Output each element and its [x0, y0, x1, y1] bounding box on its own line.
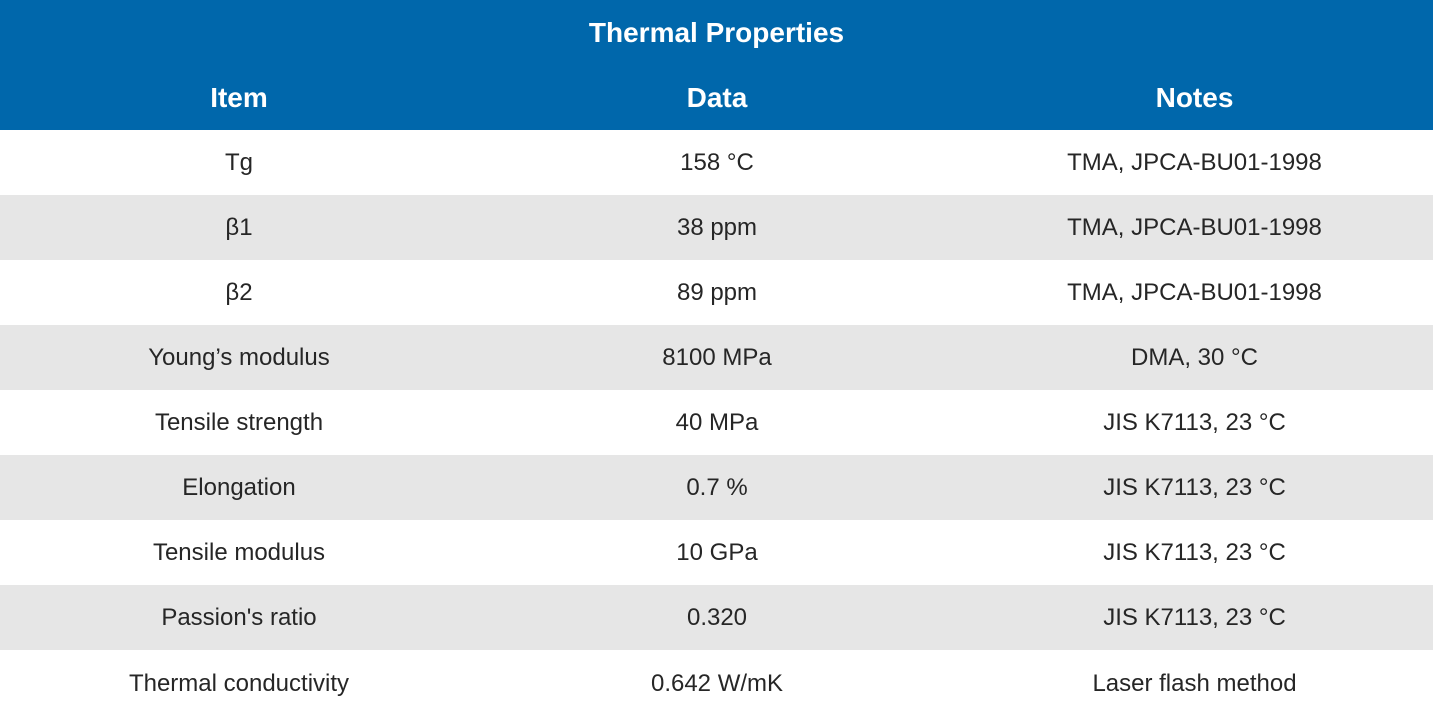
table-title: Thermal Properties	[588, 17, 845, 48]
notes-cell: Laser flash method	[1092, 670, 1297, 697]
notes-cell: TMA, JPCA-BU01-1998	[1067, 279, 1322, 306]
data-cell: 89 ppm	[676, 279, 758, 306]
data-cell: 0.7 %	[686, 474, 748, 501]
table-row: Tensile strength 40 MPa JIS K7113, 23 °C	[0, 390, 1433, 455]
table-row: Tensile modulus 10 GPa JIS K7113, 23 °C	[0, 520, 1433, 585]
column-header-row: Item Data Notes	[0, 66, 1433, 130]
notes-cell: TMA, JPCA-BU01-1998	[1067, 214, 1322, 241]
column-header-notes: Notes	[1155, 82, 1234, 113]
table-row: Passion's ratio 0.320 JIS K7113, 23 °C	[0, 585, 1433, 650]
item-cell: Tensile strength	[154, 409, 324, 436]
table-row: Young’s modulus 8100 MPa DMA, 30 °C	[0, 325, 1433, 390]
notes-cell: JIS K7113, 23 °C	[1103, 539, 1286, 566]
table-row: Elongation 0.7 % JIS K7113, 23 °C	[0, 455, 1433, 520]
notes-cell: JIS K7113, 23 °C	[1103, 409, 1286, 436]
table-header: Thermal Properties Item Data Notes	[0, 0, 1433, 130]
table-row: β1 38 ppm TMA, JPCA-BU01-1998	[0, 195, 1433, 260]
table-row: β2 89 ppm TMA, JPCA-BU01-1998	[0, 260, 1433, 325]
item-cell: Elongation	[182, 474, 296, 501]
column-header-data: Data	[686, 82, 748, 113]
data-cell: 0.642 W/mK	[650, 670, 784, 697]
table-row: Tg 158 °C TMA, JPCA-BU01-1998	[0, 130, 1433, 195]
item-cell: Young’s modulus	[148, 344, 330, 371]
data-cell: 8100 MPa	[662, 344, 772, 371]
item-cell: Passion's ratio	[161, 604, 317, 631]
data-cell: 0.320	[686, 604, 748, 631]
notes-cell: TMA, JPCA-BU01-1998	[1067, 149, 1322, 176]
item-cell: β1	[225, 214, 253, 241]
notes-cell: JIS K7113, 23 °C	[1103, 604, 1286, 631]
item-cell: Thermal conductivity	[128, 670, 350, 697]
item-cell: Tg	[224, 149, 253, 176]
data-cell: 40 MPa	[675, 409, 759, 436]
notes-cell: JIS K7113, 23 °C	[1103, 474, 1286, 501]
notes-cell: DMA, 30 °C	[1131, 344, 1258, 371]
data-cell: 38 ppm	[676, 214, 758, 241]
item-cell: Tensile modulus	[152, 539, 326, 566]
column-header-item: Item	[210, 82, 268, 113]
item-cell: β2	[225, 279, 253, 306]
table-body: Tg 158 °C TMA, JPCA-BU01-1998 β1 38 ppm …	[0, 130, 1433, 717]
table-row: Thermal conductivity 0.642 W/mK Laser fl…	[0, 650, 1433, 717]
data-cell: 10 GPa	[676, 539, 758, 566]
data-cell: 158 °C	[680, 149, 754, 176]
